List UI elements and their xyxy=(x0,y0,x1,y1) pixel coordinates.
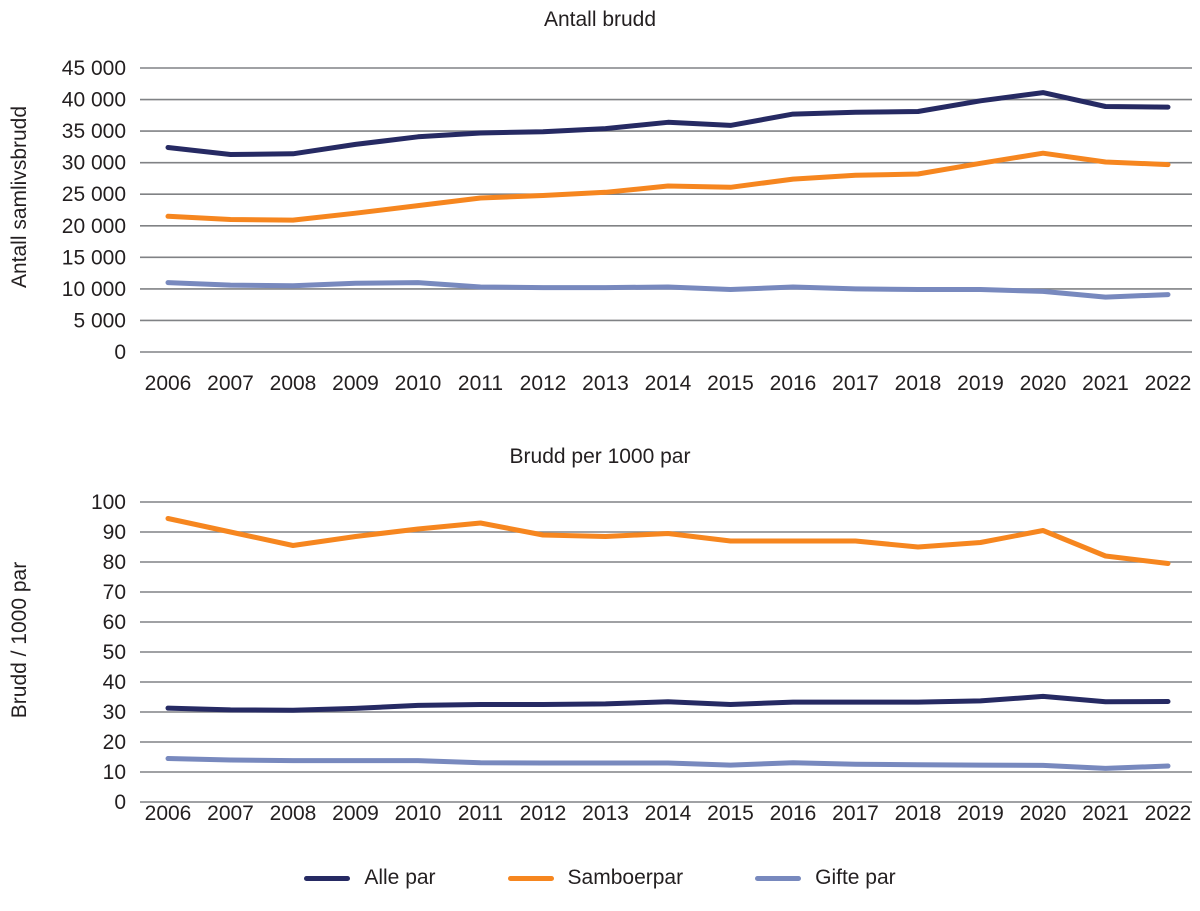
y-tick-label: 20 xyxy=(103,731,126,754)
y-tick-label: 50 xyxy=(103,641,126,664)
y-tick-label: 30 xyxy=(103,701,126,724)
x-tick-label: 2017 xyxy=(832,372,879,395)
legend-item-samboerpar: Samboerpar xyxy=(507,866,684,890)
y-tick-label: 25 000 xyxy=(62,183,126,206)
x-tick-label: 2020 xyxy=(1020,372,1067,395)
x-tick-label: 2021 xyxy=(1082,372,1129,395)
y-tick-label: 40 xyxy=(103,671,126,694)
x-tick-label: 2019 xyxy=(957,802,1004,825)
x-tick-label: 2008 xyxy=(270,802,317,825)
x-tick-label: 2012 xyxy=(520,802,567,825)
x-tick-label: 2009 xyxy=(332,802,379,825)
x-tick-label: 2011 xyxy=(458,802,503,825)
legend-item-alle-par: Alle par xyxy=(304,866,436,890)
chart-title-antall-brudd: Antall brudd xyxy=(543,8,657,31)
x-tick-label: 2010 xyxy=(395,802,442,825)
series-line-gifte-par xyxy=(165,280,1171,300)
y-tick-label: 60 xyxy=(103,611,126,634)
legend-label-gifte-par: Gifte par xyxy=(815,866,896,889)
y-tick-label: 90 xyxy=(103,521,126,544)
series-line-samboerpar xyxy=(165,516,1171,566)
y-tick-label: 35 000 xyxy=(62,120,126,143)
x-tick-label: 2018 xyxy=(895,802,942,825)
y-tick-label: 15 000 xyxy=(62,246,126,269)
chart-title-brudd-per-1000-par: Brudd per 1000 par xyxy=(509,445,691,468)
series-line-alle-par xyxy=(165,90,1171,157)
legend-item-gifte-par: Gifte par xyxy=(755,866,896,890)
y-tick-label: 10 xyxy=(103,761,126,784)
x-tick-label: 2016 xyxy=(770,372,817,395)
y-tick-label: 0 xyxy=(114,341,126,364)
legend-label-alle-par: Alle par xyxy=(364,866,436,889)
x-tick-label: 2009 xyxy=(332,372,379,395)
legend-swatch-alle-par xyxy=(304,875,351,881)
y-tick-label: 30 000 xyxy=(62,152,126,175)
x-tick-label: 2018 xyxy=(895,372,942,395)
y-tick-label: 5 000 xyxy=(73,309,126,332)
x-tick-label: 2019 xyxy=(957,372,1004,395)
x-tick-label: 2006 xyxy=(145,372,192,395)
x-tick-label: 2014 xyxy=(645,372,692,395)
series-line-alle-par xyxy=(165,693,1171,713)
x-tick-label: 2010 xyxy=(395,372,442,395)
y-tick-label: 45 000 xyxy=(62,57,126,80)
x-tick-label: 2015 xyxy=(707,802,754,825)
x-tick-label: 2007 xyxy=(207,802,254,825)
y-tick-label: 0 xyxy=(114,791,126,814)
x-tick-label: 2006 xyxy=(145,802,192,825)
x-tick-label: 2016 xyxy=(770,802,817,825)
x-tick-label: 2014 xyxy=(645,802,692,825)
y-tick-label: 10 000 xyxy=(62,278,126,301)
x-tick-label: 2012 xyxy=(520,372,567,395)
x-tick-label: 2013 xyxy=(582,802,629,825)
y-tick-label: 80 xyxy=(103,551,126,574)
x-tick-label: 2022 xyxy=(1145,372,1192,395)
x-tick-label: 2008 xyxy=(270,372,317,395)
x-tick-label: 2015 xyxy=(707,372,754,395)
x-tick-label: 2013 xyxy=(582,372,629,395)
x-tick-label: 2011 xyxy=(458,372,503,395)
x-tick-label: 2021 xyxy=(1082,802,1129,825)
legend-swatch-gifte-par xyxy=(755,875,802,881)
series-line-samboerpar xyxy=(165,150,1171,223)
legend-label-samboerpar: Samboerpar xyxy=(567,866,684,889)
legend: Alle par Samboerpar Gifte par xyxy=(0,866,1200,890)
x-tick-label: 2007 xyxy=(207,372,254,395)
x-tick-label: 2022 xyxy=(1145,802,1192,825)
series-line-gifte-par xyxy=(165,756,1171,771)
legend-swatch-samboerpar xyxy=(507,875,554,881)
y-tick-label: 40 000 xyxy=(62,89,126,112)
y-tick-label: 70 xyxy=(103,581,126,604)
x-tick-label: 2020 xyxy=(1020,802,1067,825)
y-tick-label: 100 xyxy=(91,491,126,514)
x-tick-label: 2017 xyxy=(832,802,879,825)
y-tick-label: 20 000 xyxy=(62,215,126,238)
